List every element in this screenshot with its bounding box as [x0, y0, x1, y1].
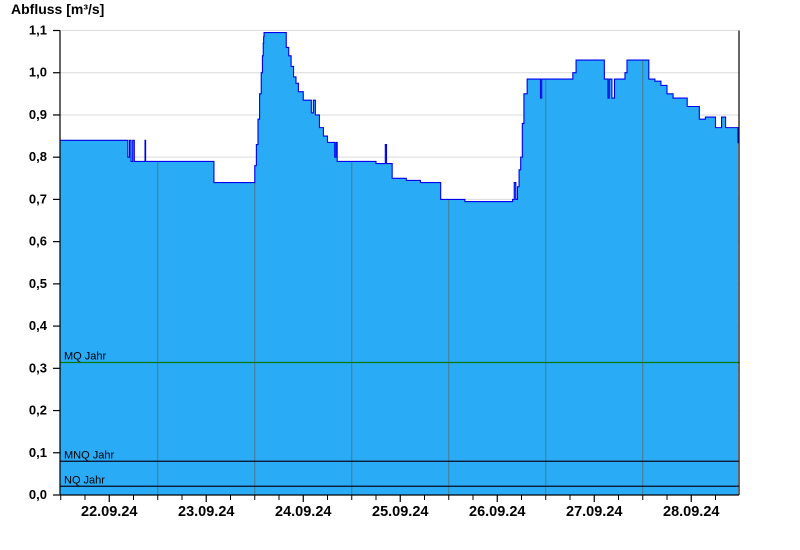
svg-text:0,1: 0,1 — [29, 445, 47, 460]
svg-text:1,1: 1,1 — [29, 23, 47, 38]
svg-text:27.09.24: 27.09.24 — [566, 504, 622, 520]
svg-text:0,4: 0,4 — [29, 318, 48, 333]
svg-text:28.09.24: 28.09.24 — [663, 504, 719, 520]
svg-text:MNQ Jahr: MNQ Jahr — [64, 449, 114, 461]
svg-text:0,8: 0,8 — [29, 149, 47, 164]
svg-text:24.09.24: 24.09.24 — [275, 504, 331, 520]
svg-text:26.09.24: 26.09.24 — [469, 504, 525, 520]
svg-text:0,3: 0,3 — [29, 360, 47, 375]
svg-text:1,0: 1,0 — [29, 65, 47, 80]
svg-text:MQ Jahr: MQ Jahr — [64, 351, 107, 363]
svg-text:0,5: 0,5 — [29, 276, 47, 291]
svg-text:0,0: 0,0 — [29, 487, 47, 502]
svg-text:0,6: 0,6 — [29, 234, 47, 249]
svg-text:25.09.24: 25.09.24 — [372, 504, 428, 520]
svg-text:NQ Jahr: NQ Jahr — [64, 474, 105, 486]
svg-text:23.09.24: 23.09.24 — [178, 504, 234, 520]
svg-text:22.09.24: 22.09.24 — [81, 504, 137, 520]
svg-text:0,2: 0,2 — [29, 403, 47, 418]
svg-text:0,7: 0,7 — [29, 191, 47, 206]
svg-text:0,9: 0,9 — [29, 107, 47, 122]
